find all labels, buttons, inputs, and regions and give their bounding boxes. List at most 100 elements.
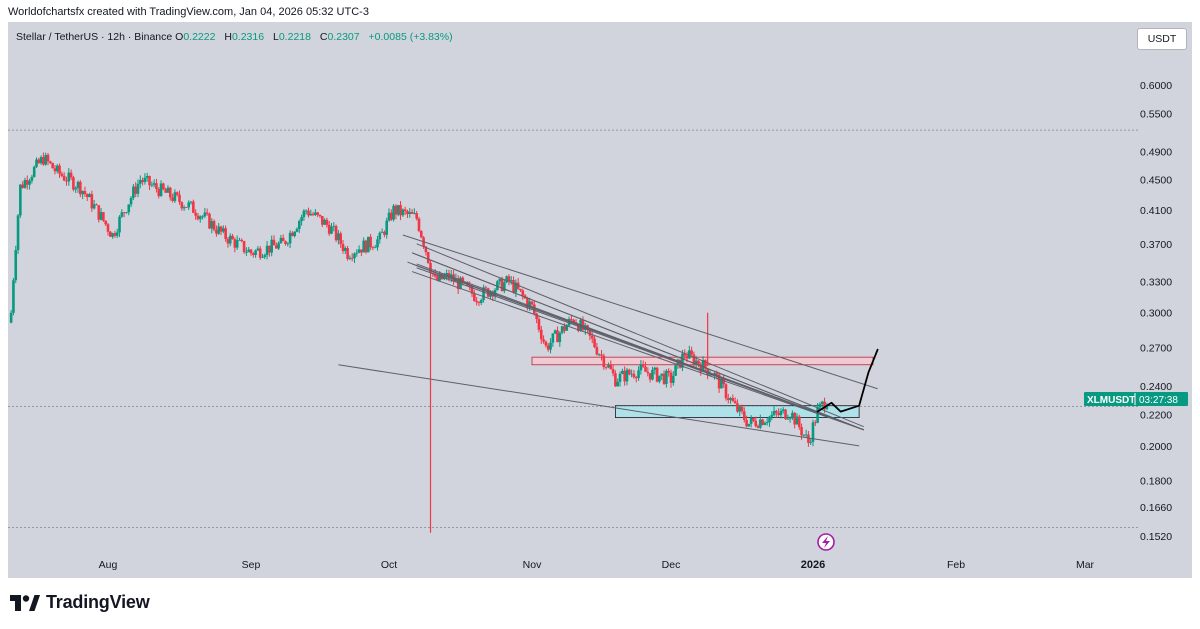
candle-body: [685, 355, 689, 359]
candle-body: [92, 204, 96, 209]
trendline: [402, 234, 878, 390]
y-tick-label: 0.3000: [1140, 308, 1172, 320]
candle-body: [770, 415, 774, 417]
x-tick-label: Feb: [947, 559, 965, 571]
candle-body: [630, 373, 633, 375]
tradingview-logo[interactable]: TradingView: [10, 592, 150, 613]
candle-body: [67, 172, 71, 182]
candle-body: [182, 207, 186, 209]
candle-body: [793, 412, 796, 425]
ohlc-legend: Stellar / TetherUS · 12h · Binance O0.22…: [16, 31, 459, 43]
candle-body: [625, 369, 629, 382]
candle-body: [95, 204, 98, 206]
candle-body: [616, 381, 620, 387]
candle-body: [44, 154, 48, 165]
candle-body: [577, 324, 580, 331]
candle-body: [588, 329, 592, 336]
candle-body: [669, 372, 673, 383]
candle-body: [97, 205, 101, 220]
candle-body: [350, 257, 354, 259]
candle-body: [88, 194, 91, 198]
candle-body: [23, 180, 27, 188]
candle-body: [526, 298, 529, 308]
candle-body: [791, 412, 794, 418]
x-tick-label: Nov: [523, 559, 542, 571]
candle-body: [348, 257, 352, 259]
x-tick-label: Dec: [662, 559, 681, 571]
candle-body: [788, 417, 792, 419]
candle-body: [367, 236, 370, 253]
candle-body: [39, 157, 43, 164]
candle-body: [291, 232, 294, 237]
candle-body: [219, 226, 223, 232]
candle-body: [378, 232, 382, 240]
candle-body: [125, 212, 128, 214]
candle-body: [646, 371, 650, 374]
candle-body: [12, 280, 15, 313]
candle-body: [655, 367, 659, 382]
candle-body: [521, 290, 525, 296]
candle-body: [701, 360, 705, 372]
candle-body: [180, 202, 184, 209]
candle-body: [138, 180, 142, 184]
candle-body: [360, 249, 363, 253]
candle-body: [632, 373, 636, 378]
y-tick-label: 0.1800: [1140, 475, 1172, 487]
candle-body: [556, 330, 559, 343]
candle-body: [233, 239, 237, 248]
candle-body: [198, 216, 202, 220]
candle-body: [171, 197, 174, 201]
candle-body: [436, 276, 439, 281]
legend-low-label: L: [273, 31, 279, 43]
candle-body: [558, 332, 562, 343]
candle-body: [570, 318, 573, 320]
candle-body: [76, 181, 80, 189]
legend-high-label: H: [224, 31, 232, 43]
candle-body: [30, 176, 34, 181]
candle-body: [35, 159, 38, 167]
currency-button[interactable]: USDT: [1137, 28, 1187, 50]
y-tick-label: 0.4900: [1140, 147, 1172, 159]
candle-body: [245, 252, 248, 253]
candle-body: [111, 233, 114, 237]
candle-body: [51, 162, 54, 169]
candle-body: [132, 186, 135, 198]
y-tick-label: 0.5500: [1140, 109, 1172, 121]
candle-body: [371, 247, 375, 249]
candle-body: [341, 243, 345, 251]
candle-body: [681, 353, 684, 368]
candle-body: [330, 226, 333, 234]
candle-body: [419, 231, 423, 238]
legend-low-value: 0.2218: [278, 31, 311, 43]
candle-body: [704, 360, 707, 369]
candle-body: [65, 180, 68, 182]
chart-area[interactable]: [8, 22, 1192, 578]
candle-body: [127, 204, 131, 213]
candle-body: [429, 262, 432, 273]
candle-body: [104, 220, 107, 225]
legend-open-label: O: [175, 31, 184, 43]
candle-body: [498, 278, 502, 282]
candle-body: [295, 228, 299, 232]
candle-body: [623, 370, 626, 382]
candle-body: [222, 228, 225, 232]
candle-body: [72, 177, 75, 190]
candle-body: [168, 187, 172, 198]
candle-body: [560, 326, 564, 333]
candle-body: [736, 403, 739, 412]
candle-body: [357, 249, 361, 253]
candle-body: [648, 373, 652, 380]
candle-body: [254, 250, 257, 255]
candle-body: [470, 286, 474, 294]
candle-body: [16, 215, 20, 251]
candle-body: [468, 285, 472, 287]
candle-body: [662, 373, 666, 384]
candle-body: [717, 374, 721, 389]
candle-body: [795, 416, 799, 425]
candle-body: [456, 278, 460, 290]
candle-body: [602, 355, 606, 368]
candle-body: [185, 207, 188, 208]
candle-body: [106, 224, 110, 232]
candle-body: [387, 212, 391, 221]
